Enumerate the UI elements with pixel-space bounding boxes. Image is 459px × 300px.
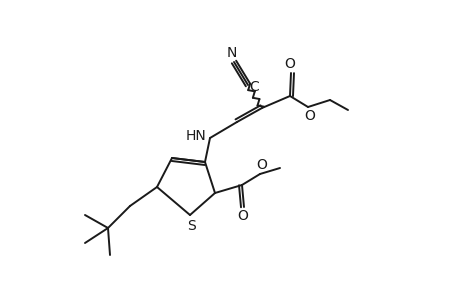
Text: O: O (256, 158, 267, 172)
Text: O: O (284, 57, 295, 71)
Text: N: N (226, 46, 237, 60)
Text: O: O (304, 109, 315, 123)
Text: HN: HN (185, 129, 206, 143)
Text: C: C (249, 80, 258, 94)
Text: S: S (187, 219, 196, 233)
Text: O: O (237, 209, 248, 223)
